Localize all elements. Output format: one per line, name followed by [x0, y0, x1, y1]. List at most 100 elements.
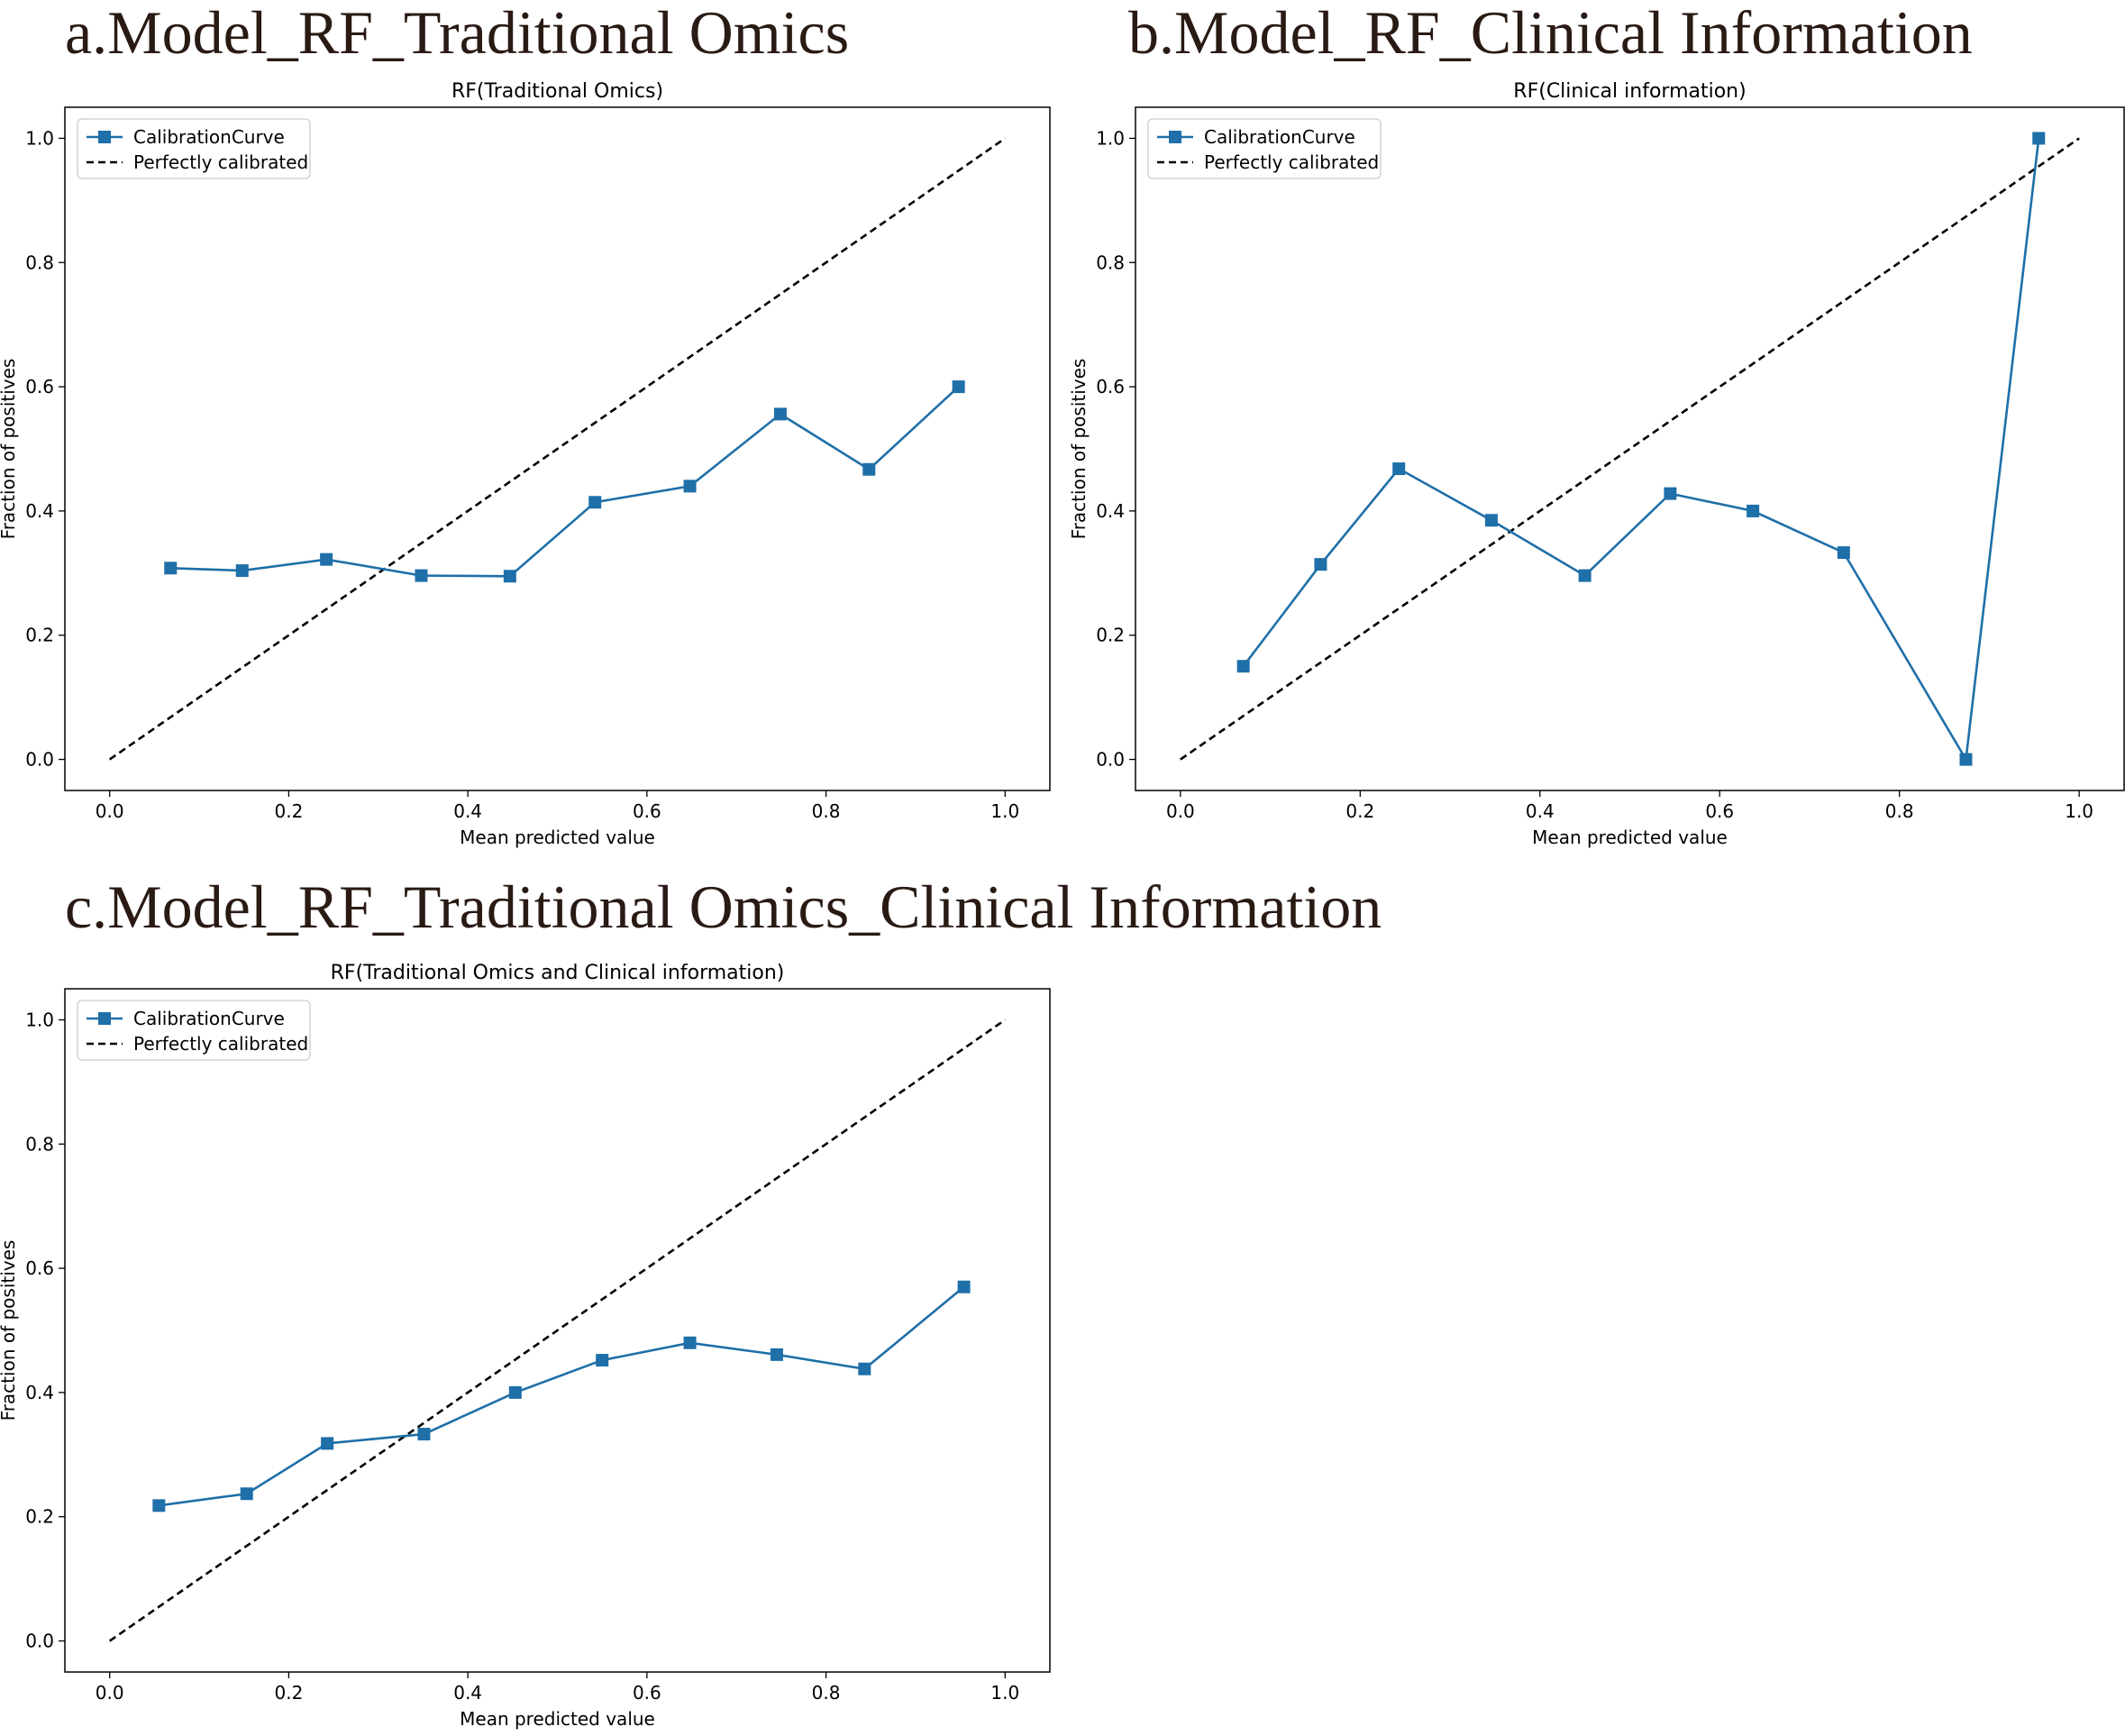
- y-tick-label: 0.8: [25, 251, 54, 273]
- panel-c-heading: c.Model_RF_Traditional Omics_Clinical In…: [65, 873, 1382, 941]
- calibration-curve-line: [170, 386, 960, 578]
- legend-calibration-marker: [98, 131, 111, 143]
- x-axis-label: Mean predicted value: [1532, 827, 1728, 848]
- x-tick-label: 0.6: [1705, 800, 1734, 822]
- y-tick-label: 1.0: [25, 1009, 54, 1030]
- calibration-point: [683, 1336, 697, 1349]
- x-tick-label: 0.8: [812, 1682, 841, 1704]
- calibration-point: [235, 564, 249, 578]
- x-tick-label: 0.2: [275, 1682, 304, 1704]
- calibration-point: [1959, 753, 1973, 766]
- calibration-point: [1392, 462, 1406, 476]
- y-tick-label: 0.2: [1096, 625, 1125, 646]
- calibration-curve-line: [159, 1285, 965, 1507]
- legend-box: [77, 1000, 311, 1061]
- calibration-point: [952, 380, 965, 394]
- calibration-point: [240, 1487, 253, 1501]
- legend-calibration-marker: [1169, 131, 1181, 143]
- chart-title: RF(Traditional Omics): [451, 80, 663, 103]
- calibration-point: [1314, 558, 1327, 571]
- calibration-point: [588, 496, 602, 509]
- x-tick-label: 0.2: [1345, 800, 1374, 822]
- y-tick-label: 0.6: [1096, 376, 1125, 397]
- x-tick-label: 0.0: [96, 1682, 124, 1704]
- calibration-point: [596, 1354, 609, 1367]
- x-axis-label: Mean predicted value: [460, 827, 655, 848]
- legend-calibration-label: CalibrationCurve: [1204, 126, 1355, 148]
- y-tick-label: 0.4: [25, 1382, 54, 1403]
- y-tick-label: 0.8: [25, 1133, 54, 1155]
- x-tick-label: 0.0: [1166, 800, 1195, 822]
- legend-reference-label: Perfectly calibrated: [133, 1033, 308, 1055]
- calibration-point: [862, 462, 876, 476]
- chart-panel-0: RF(Traditional Omics) 0.0 0.2 0.4 0.6 0.8 1.0 0…: [0, 80, 1051, 848]
- x-tick-label: 0.4: [453, 800, 482, 822]
- calibration-point: [503, 570, 516, 583]
- y-tick-label: 0.0: [25, 1631, 54, 1652]
- x-axis-label: Mean predicted value: [460, 1708, 655, 1730]
- calibration-point: [683, 480, 697, 493]
- calibration-point: [415, 569, 428, 582]
- y-tick-label: 0.6: [25, 1257, 54, 1279]
- chart-panel-1: RF(Clinical information) 0.0 0.2 0.4 0.6 0.8 1…: [1068, 80, 2125, 848]
- calibration-curve-line: [1242, 138, 2040, 763]
- calibration-point: [957, 1280, 971, 1293]
- legend-box: [77, 118, 311, 179]
- legend-calibration-label: CalibrationCurve: [133, 126, 285, 148]
- legend-reference-label: Perfectly calibrated: [133, 151, 308, 173]
- calibration-point: [508, 1385, 522, 1399]
- calibration-point: [858, 1362, 871, 1375]
- x-tick-label: 0.8: [1885, 800, 1914, 822]
- x-tick-label: 0.6: [633, 800, 661, 822]
- calibration-point: [2032, 132, 2046, 145]
- y-tick-label: 0.2: [25, 1506, 54, 1528]
- plot-frame: [64, 988, 1051, 1673]
- calibration-point: [320, 553, 333, 566]
- panel-b-heading: b.Model_RF_Clinical Information: [1128, 0, 1973, 67]
- chart-title: RF(Clinical information): [1513, 80, 1746, 103]
- y-tick-label: 0.2: [25, 625, 54, 646]
- x-tick-label: 1.0: [2065, 800, 2093, 822]
- perfect-calibration-line: [108, 137, 1007, 761]
- y-tick-label: 0.4: [1096, 500, 1125, 522]
- calibration-point: [152, 1499, 166, 1512]
- plot-frame: [1135, 106, 2125, 791]
- calibration-point: [1484, 514, 1498, 527]
- legend-box: [1147, 118, 1382, 179]
- x-tick-label: 0.0: [96, 800, 124, 822]
- calibration-point: [1837, 546, 1850, 560]
- calibration-point: [164, 562, 178, 575]
- plot-frame: [64, 106, 1051, 791]
- perfect-calibration-line: [1180, 137, 2080, 761]
- calibration-point: [773, 407, 787, 421]
- x-tick-label: 0.6: [633, 1682, 661, 1704]
- x-tick-label: 1.0: [990, 1682, 1019, 1704]
- calibration-point: [1747, 504, 1760, 517]
- y-tick-label: 1.0: [25, 127, 54, 149]
- y-axis-label: Fraction of positives: [0, 359, 19, 540]
- panel-a-heading: a.Model_RF_Traditional Omics: [65, 0, 850, 67]
- legend-calibration-label: CalibrationCurve: [133, 1008, 285, 1029]
- y-tick-label: 0.6: [25, 376, 54, 397]
- legend-calibration-marker: [98, 1012, 111, 1025]
- x-tick-label: 0.2: [275, 800, 304, 822]
- y-tick-label: 0.4: [25, 500, 54, 522]
- y-axis-label: Fraction of positives: [1068, 359, 1090, 540]
- calibration-point: [1578, 569, 1591, 582]
- calibration-point: [770, 1348, 783, 1361]
- calibration-point: [1664, 487, 1677, 500]
- legend-reference-label: Perfectly calibrated: [1204, 151, 1379, 173]
- x-tick-label: 0.8: [812, 800, 841, 822]
- x-tick-label: 1.0: [990, 800, 1019, 822]
- chart-title: RF(Traditional Omics and Clinical inform…: [331, 962, 785, 984]
- calibration-point: [321, 1437, 334, 1450]
- x-tick-label: 0.4: [1526, 800, 1555, 822]
- y-tick-label: 1.0: [1096, 127, 1125, 149]
- calibration-point: [417, 1428, 431, 1441]
- calibration-point: [1236, 660, 1250, 673]
- chart-panel-2: RF(Traditional Omics and Clinical inform…: [0, 962, 1051, 1730]
- x-tick-label: 0.4: [453, 1682, 482, 1704]
- perfect-calibration-line: [108, 1019, 1007, 1642]
- y-tick-label: 0.8: [1096, 251, 1125, 273]
